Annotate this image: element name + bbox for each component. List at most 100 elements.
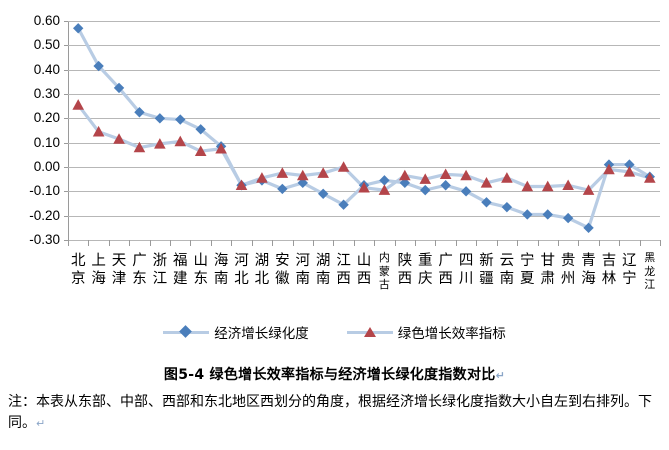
y-tick-mark xyxy=(64,240,68,241)
x-axis-label-26: 吉林 xyxy=(601,253,617,287)
data-point-1-11 xyxy=(296,169,309,181)
x-axis-label-13: 江西 xyxy=(336,253,351,287)
x-tick-mark xyxy=(312,240,314,246)
gridline xyxy=(68,215,660,217)
x-tick-mark xyxy=(251,240,253,246)
x-tick-mark xyxy=(598,240,600,246)
data-point-1-13 xyxy=(337,161,350,172)
data-point-1-12 xyxy=(317,167,329,178)
x-axis-label-11: 河南 xyxy=(295,253,311,287)
x-axis-label-27: 辽宁 xyxy=(622,253,637,287)
figure-caption: 图5-4 绿色增长效率指标与经济增长绿化度指数对比↵ xyxy=(0,364,669,384)
x-axis-label-9: 湖北 xyxy=(254,253,270,287)
data-point-0-18 xyxy=(440,180,451,191)
x-axis-label-23: 甘肃 xyxy=(540,253,555,287)
data-point-0-27 xyxy=(624,159,635,170)
legend-swatch-blue-diamond xyxy=(163,325,210,339)
paragraph-mark-icon-2: ↵ xyxy=(36,417,46,430)
y-axis-tick-label: 0.10 xyxy=(33,134,60,150)
x-axis-label-24: 贵州 xyxy=(560,253,576,287)
data-point-0-6 xyxy=(195,124,206,135)
x-axis-label-22: 宁夏 xyxy=(520,253,535,287)
data-point-0-21 xyxy=(501,201,513,213)
data-point-1-26 xyxy=(603,163,615,175)
x-tick-mark xyxy=(190,240,192,246)
legend-item-green-efficiency: 绿色增长效率指标 xyxy=(346,322,506,342)
data-point-1-2 xyxy=(113,133,125,144)
x-axis-label-0: 北京 xyxy=(70,253,86,287)
x-tick-mark xyxy=(415,240,417,246)
data-point-0-4 xyxy=(154,113,166,124)
figure-note: 注：本表从东部、中部、西部和东北地区西划分的角度，根据经济增长绿化度指数大小自左… xyxy=(8,392,658,434)
x-axis-label-7: 海南 xyxy=(213,253,229,287)
y-axis-tick-label: 0.50 xyxy=(33,37,60,53)
x-axis-label-21: 云南 xyxy=(499,253,515,287)
data-point-1-15 xyxy=(378,184,391,195)
x-tick-mark xyxy=(578,240,580,246)
data-point-1-3 xyxy=(133,141,146,153)
x-tick-mark xyxy=(210,240,212,246)
y-axis-tick-label: 0.40 xyxy=(33,61,60,77)
y-tick-mark xyxy=(64,118,68,120)
x-tick-mark xyxy=(619,240,621,246)
x-tick-mark xyxy=(537,240,539,246)
data-point-1-28 xyxy=(643,172,656,183)
legend-swatch-red-triangle xyxy=(346,325,393,339)
data-point-0-24 xyxy=(562,212,574,224)
paragraph-mark-icon: ↵ xyxy=(495,369,506,382)
y-tick-mark xyxy=(64,215,68,217)
data-point-0-17 xyxy=(420,184,431,196)
legend-label-0: 经济增长绿化度 xyxy=(214,326,309,341)
x-axis-label-28: 黑龙江 xyxy=(644,252,656,291)
data-point-0-13 xyxy=(338,199,349,210)
data-point-1-10 xyxy=(276,167,289,178)
x-tick-mark xyxy=(353,240,355,246)
data-point-1-8 xyxy=(235,179,248,191)
x-tick-mark xyxy=(455,240,457,246)
y-axis-line xyxy=(68,21,69,240)
x-tick-mark xyxy=(476,240,478,246)
gridline xyxy=(68,240,660,241)
data-point-1-9 xyxy=(256,172,268,183)
gridline xyxy=(68,69,660,71)
x-tick-mark xyxy=(333,240,335,246)
data-point-1-7 xyxy=(215,142,227,154)
data-point-0-20 xyxy=(481,197,492,208)
y-tick-mark xyxy=(64,21,68,22)
figure-caption-text: 图5-4 绿色增长效率指标与经济增长绿化度指数对比 xyxy=(163,367,496,383)
y-axis-tick-label: -0.30 xyxy=(29,232,60,247)
gridline xyxy=(68,94,660,95)
x-axis-label-8: 河北 xyxy=(234,253,249,287)
x-tick-mark xyxy=(394,240,396,246)
y-axis-tick-label: -0.10 xyxy=(29,183,60,199)
x-tick-mark xyxy=(639,240,641,246)
gridline xyxy=(68,118,660,120)
data-point-0-5 xyxy=(175,114,186,125)
x-axis-label-19: 四川 xyxy=(458,253,474,287)
x-tick-mark xyxy=(231,240,233,246)
y-tick-mark xyxy=(64,94,68,95)
data-point-1-21 xyxy=(501,172,513,183)
gridline xyxy=(68,167,660,168)
series-plot xyxy=(72,23,656,234)
x-tick-mark xyxy=(68,240,69,246)
x-tick-mark xyxy=(435,240,437,246)
y-tick-mark xyxy=(64,167,68,168)
data-point-1-5 xyxy=(174,135,187,147)
data-point-1-20 xyxy=(480,177,493,188)
y-axis-tick-label: -0.20 xyxy=(29,207,60,223)
x-axis-category-labels: 北京上海天津广东浙江福建山东海南河北湖北安徽河南湖南江西山西内蒙古陕西重庆广西四… xyxy=(68,252,660,314)
chart-figure: 0.60 0.50 0.40 0.30 0.20 0.10 0.00 -0.10 -0.20 -0… xyxy=(29,13,661,342)
x-tick-mark xyxy=(149,240,151,246)
y-axis-tick-label: 0.60 xyxy=(33,13,60,28)
series-line-0 xyxy=(76,26,652,230)
data-point-1-23 xyxy=(541,180,554,192)
data-point-1-0 xyxy=(72,99,85,110)
data-point-0-3 xyxy=(134,107,145,118)
legend-item-economic-greenness: 经济增长绿化度 xyxy=(163,322,309,342)
gridline xyxy=(68,142,660,144)
x-tick-mark xyxy=(496,240,498,246)
data-point-1-17 xyxy=(419,173,432,184)
y-tick-mark xyxy=(64,45,68,47)
